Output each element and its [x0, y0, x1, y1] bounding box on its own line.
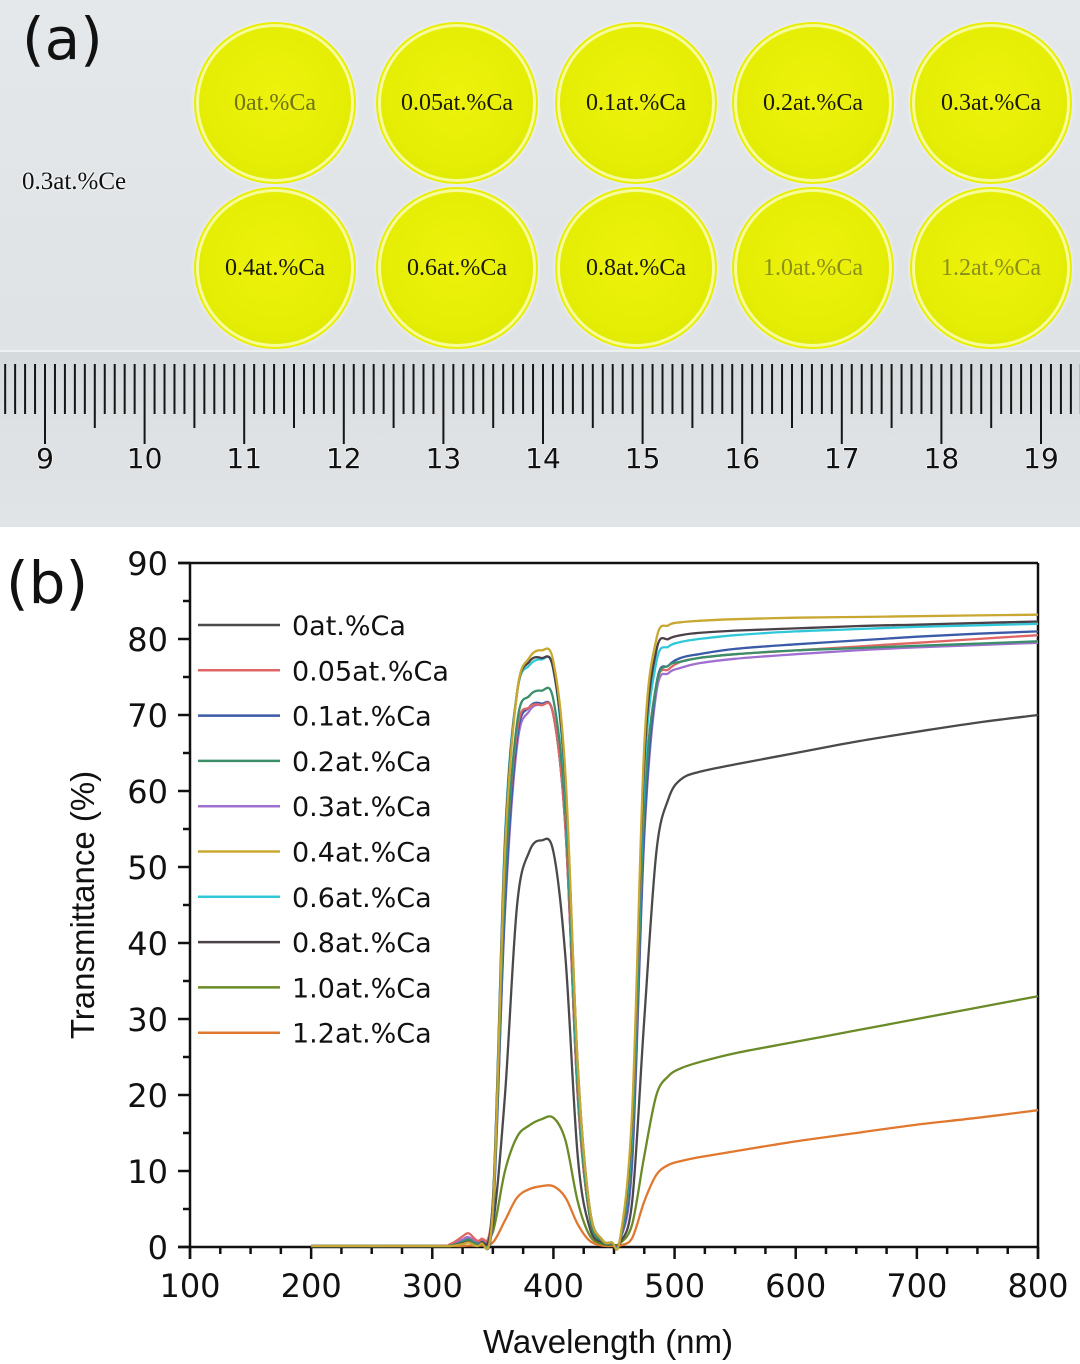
- sample-disc: 0.6at.%Ca: [381, 192, 533, 344]
- panel-a-label: (a): [22, 5, 103, 73]
- y-tick-label: 40: [127, 925, 168, 963]
- legend-label: 1.0at.%Ca: [292, 973, 432, 1004]
- disc-label: 0at.%Ca: [234, 89, 316, 116]
- disc-label: 0.1at.%Ca: [586, 89, 686, 116]
- x-tick-label: 600: [765, 1267, 826, 1305]
- y-tick-label: 70: [127, 697, 168, 735]
- ruler-number: 19: [1023, 442, 1059, 475]
- legend: 0at.%Ca 0.05at.%Ca 0.1at.%Ca 0.2at.%Ca 0…: [198, 611, 449, 1050]
- ruler-number: 10: [127, 442, 163, 475]
- y-tick-label: 50: [127, 849, 168, 887]
- ruler-number: 17: [824, 442, 860, 475]
- x-tick-label: 500: [644, 1267, 705, 1305]
- disc-label: 0.4at.%Ca: [225, 254, 325, 281]
- ruler-number: 13: [426, 442, 462, 475]
- series-lines: [311, 613, 1039, 1251]
- series-line-5: [311, 613, 1039, 1251]
- x-tick-label: 100: [159, 1267, 220, 1305]
- legend-label: 0.4at.%Ca: [292, 838, 432, 869]
- sample-photo-panel: (a) 0.3at.%Ce 0at.%Ca 0.05at.%Ca 0.1at.%…: [0, 0, 1080, 527]
- disc-label: 0.2at.%Ca: [763, 89, 863, 116]
- legend-label: 0.1at.%Ca: [292, 702, 432, 733]
- legend-label: 0.05at.%Ca: [292, 656, 449, 687]
- sample-disc: 0at.%Ca: [199, 27, 351, 179]
- sample-disc: 1.2at.%Ca: [915, 192, 1067, 344]
- y-tick-label: 90: [127, 545, 168, 583]
- series-line-9: [311, 1109, 1039, 1248]
- ruler: 9 10 11 12 13 14 15 16 17 18 19: [0, 350, 1080, 527]
- sample-disc: 0.8at.%Ca: [560, 192, 712, 344]
- legend-label: 0.6at.%Ca: [292, 883, 432, 914]
- disc-label: 0.8at.%Ca: [586, 254, 686, 281]
- legend-label: 0at.%Ca: [292, 611, 406, 642]
- sample-disc: 1.0at.%Ca: [737, 192, 889, 344]
- y-tick-label: 10: [127, 1153, 168, 1191]
- legend-label: 0.3at.%Ca: [292, 792, 432, 823]
- disc-label: 1.2at.%Ca: [941, 254, 1041, 281]
- y-tick-label: 60: [127, 773, 168, 811]
- ruler-number: 15: [625, 442, 661, 475]
- x-axis-tick-labels: 100 200 300 400 500 600 700 800: [159, 1267, 1068, 1305]
- sample-disc: 0.3at.%Ca: [915, 27, 1067, 179]
- sample-disc: 0.4at.%Ca: [199, 192, 351, 344]
- disc-label: 0.3at.%Ca: [941, 89, 1041, 116]
- y-tick-label: 80: [127, 621, 168, 659]
- ruler-number: 9: [36, 442, 54, 475]
- y-tick-label: 30: [127, 1001, 168, 1039]
- y-axis-ticks: [178, 561, 190, 1249]
- ruler-number: 11: [226, 442, 262, 475]
- x-axis-ticks: [188, 1247, 1040, 1259]
- x-axis-title: Wavelength (nm): [483, 1323, 733, 1360]
- sample-disc: 0.1at.%Ca: [560, 27, 712, 179]
- sample-disc: 0.2at.%Ca: [737, 27, 889, 179]
- y-axis-title: Transmittance (%): [64, 771, 101, 1039]
- y-axis-tick-labels: 0 10 20 30 40 50 60 70 80 90: [127, 545, 168, 1267]
- y-tick-label: 20: [127, 1077, 168, 1115]
- x-tick-label: 800: [1007, 1267, 1068, 1305]
- disc-label: 0.05at.%Ca: [401, 89, 513, 116]
- y-tick-label: 0: [148, 1229, 168, 1267]
- x-tick-label: 300: [402, 1267, 463, 1305]
- ce-concentration-note: 0.3at.%Ce: [22, 168, 127, 195]
- x-tick-label: 400: [523, 1267, 584, 1305]
- ruler-number: 18: [924, 442, 960, 475]
- legend-label: 1.2at.%Ca: [292, 1019, 432, 1050]
- sample-disc: 0.05at.%Ca: [381, 27, 533, 179]
- panel-b-label: (b): [6, 549, 88, 617]
- legend-label: 0.2at.%Ca: [292, 747, 432, 778]
- x-tick-label: 200: [281, 1267, 342, 1305]
- transmittance-chart: (b) 0 10 20 30 40 50 60 70 80 90 100 200…: [6, 545, 1069, 1360]
- disc-label: 0.6at.%Ca: [407, 254, 507, 281]
- x-tick-label: 700: [886, 1267, 947, 1305]
- ruler-labels: 9 10 11 12 13 14 15 16 17 18 19: [35, 441, 1059, 475]
- disc-label: 1.0at.%Ca: [763, 254, 863, 281]
- legend-label: 0.8at.%Ca: [292, 928, 432, 959]
- ruler-number: 14: [525, 442, 561, 475]
- ruler-ticks: [4, 364, 1080, 444]
- ruler-number: 16: [724, 442, 760, 475]
- ruler-number: 12: [326, 442, 362, 475]
- ruler-scale: 9 10 11 12 13 14 15 16 17 18 19: [4, 364, 1080, 476]
